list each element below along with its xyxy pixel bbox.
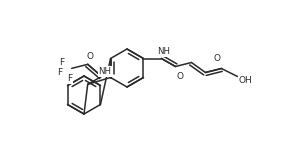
Text: O: O bbox=[177, 72, 184, 81]
Text: NH: NH bbox=[98, 67, 111, 76]
Text: F: F bbox=[67, 74, 72, 83]
Text: NH: NH bbox=[157, 47, 170, 56]
Text: F: F bbox=[57, 68, 62, 77]
Text: OH: OH bbox=[239, 76, 252, 85]
Text: F: F bbox=[59, 58, 64, 67]
Text: O: O bbox=[86, 52, 93, 61]
Text: O: O bbox=[214, 54, 221, 63]
